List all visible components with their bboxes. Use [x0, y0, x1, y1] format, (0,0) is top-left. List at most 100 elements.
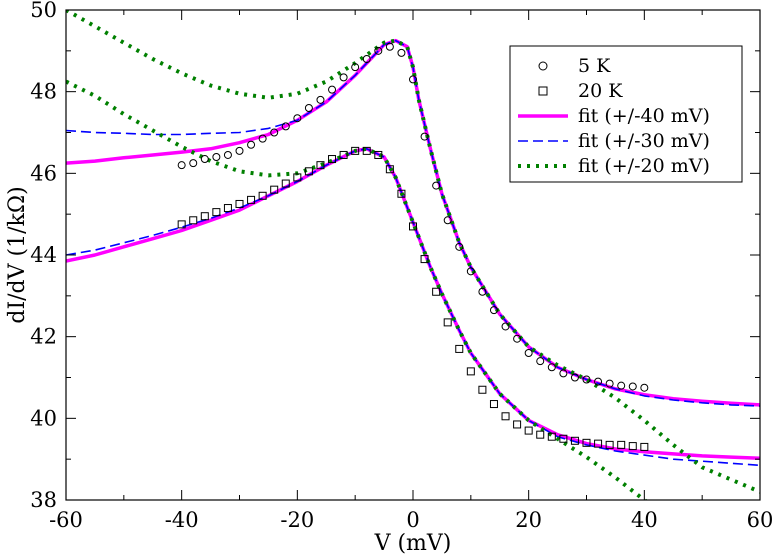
data-point-circle: [524, 349, 533, 357]
data-point-square: [316, 161, 325, 170]
data-point-circle: [420, 132, 429, 141]
data-point-square: [582, 438, 591, 447]
data-point-square: [640, 442, 649, 451]
data-point-square: [432, 287, 441, 296]
data-point-circle: [443, 216, 452, 225]
data-point-circle: [362, 55, 371, 63]
data-point-circle: [258, 134, 267, 143]
data-point-circle: [570, 373, 579, 382]
data-point-square: [189, 216, 198, 225]
data-point-circle: [281, 122, 290, 131]
x-tick-label: 60: [747, 508, 774, 532]
data-point-square: [594, 439, 603, 448]
data-point-circle: [559, 369, 568, 378]
data-point-circle: [270, 128, 279, 137]
data-point-circle: [235, 146, 244, 155]
data-point-square: [524, 426, 533, 435]
legend-label: 20 K: [578, 80, 623, 102]
data-point-circle: [594, 377, 603, 386]
series-5k: [177, 42, 649, 392]
legend-label: fit (+/-30 mV): [578, 130, 710, 152]
data-point-circle: [189, 159, 198, 168]
data-point-square: [223, 204, 232, 213]
data-point-circle: [293, 114, 302, 123]
x-tick-label: 40: [631, 508, 658, 532]
data-point-circle: [466, 267, 475, 276]
y-tick-label: 40: [30, 406, 57, 430]
x-tick-label: -20: [280, 508, 314, 532]
data-point-square: [455, 344, 464, 353]
data-point-square: [559, 434, 568, 443]
y-tick-label: 50: [30, 0, 57, 22]
x-tick-label: -40: [165, 508, 199, 532]
series-20k: [177, 146, 649, 451]
y-tick-label: 44: [30, 243, 57, 267]
data-point-square: [547, 432, 556, 441]
data-point-square: [281, 179, 290, 188]
y-tick-label: 38: [30, 488, 57, 512]
data-point-circle: [177, 161, 186, 170]
data-point-circle: [212, 153, 221, 161]
data-point-square: [200, 212, 209, 221]
data-point-circle: [455, 242, 464, 251]
data-point-circle: [605, 379, 614, 388]
x-tick-label: 0: [406, 508, 419, 532]
data-point-square: [570, 436, 579, 445]
y-tick-label: 48: [30, 80, 57, 104]
legend-box: [509, 45, 743, 183]
data-point-circle: [339, 73, 348, 82]
data-point-square: [212, 208, 221, 217]
data-point-circle: [223, 150, 232, 159]
data-point-circle: [316, 95, 325, 104]
data-point-square: [628, 442, 637, 451]
data-point-square: [501, 412, 510, 421]
data-point-circle: [513, 334, 522, 343]
fit-curve-dotted-0: [66, 10, 760, 494]
data-point-circle: [501, 322, 510, 331]
legend-symbol-square: [538, 86, 548, 96]
data-point-square: [513, 420, 522, 429]
data-point-square: [247, 195, 256, 204]
data-point-circle: [328, 85, 337, 94]
data-point-circle: [536, 357, 545, 366]
data-point-circle: [247, 140, 256, 149]
y-axis-label: dI/dV (1/kΩ): [5, 186, 30, 323]
data-point-square: [270, 185, 279, 194]
data-point-circle: [547, 363, 556, 372]
x-tick-label: -60: [49, 508, 83, 532]
data-point-square: [339, 150, 348, 159]
y-tick-label: 42: [30, 325, 57, 349]
legend-label: fit (+/-40 mV): [578, 105, 710, 127]
data-point-square: [293, 173, 302, 182]
data-point-circle: [489, 306, 498, 315]
data-point-square: [617, 440, 626, 449]
data-point-circle: [432, 181, 441, 190]
data-point-circle: [397, 48, 406, 57]
series-layer: [66, 10, 760, 500]
legend: 5 K 20 K fit (+/-40 mV) fit (+/-30 mV) fit (…: [509, 45, 743, 183]
data-point-square: [351, 146, 360, 155]
y-tick-label: 46: [30, 161, 57, 185]
data-point-square: [443, 318, 452, 327]
data-point-circle: [351, 63, 360, 72]
data-point-square: [409, 222, 417, 231]
data-point-circle: [200, 155, 209, 164]
x-tick-label: 20: [515, 508, 542, 532]
data-point-square: [177, 220, 186, 229]
data-point-square: [374, 150, 383, 159]
data-point-square: [328, 155, 337, 164]
data-point-square: [362, 146, 371, 155]
data-point-square: [235, 199, 244, 208]
data-point-square: [420, 255, 429, 264]
data-point-square: [536, 430, 545, 439]
data-point-circle: [385, 42, 394, 51]
fit-curve-dashed-1: [66, 148, 760, 467]
legend-label: fit (+/-20 mV): [578, 155, 710, 177]
data-point-circle: [628, 382, 637, 391]
fit-curve-dotted-1: [66, 79, 648, 500]
data-point-square: [304, 167, 313, 176]
data-point-square: [397, 189, 406, 198]
data-point-circle: [304, 104, 313, 112]
axis-layer: -60 -40 -20 0 20 40 60 38 40 42 44 46 48 50: [30, 0, 773, 532]
data-point-circle: [478, 287, 487, 296]
